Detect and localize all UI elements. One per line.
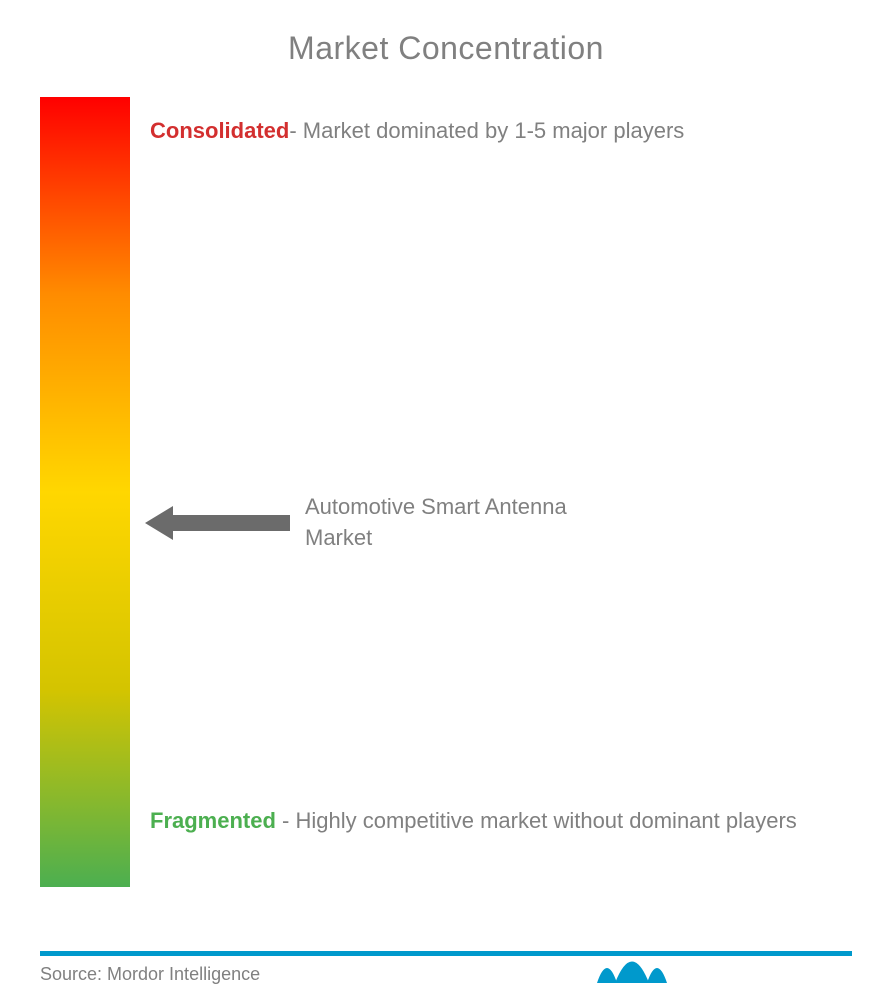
arrow-path (145, 506, 290, 540)
fragmented-description: - Highly competitive market without domi… (276, 808, 797, 833)
infographic-container: Market Concentration Consolidated- Marke… (0, 0, 892, 1005)
market-indicator: Automotive Smart Antenna Market (145, 492, 625, 554)
footer: Source: Mordor Intelligence (0, 951, 892, 985)
gradient-rect (40, 97, 130, 887)
gradient-scale-bar (40, 97, 130, 887)
mordor-logo-icon (597, 948, 667, 983)
arrow-icon (145, 506, 290, 540)
fragmented-section: Fragmented - Highly competitive market w… (150, 797, 832, 845)
footer-divider (40, 951, 852, 956)
consolidated-description: - Market dominated by 1-5 major players (289, 118, 684, 143)
page-title: Market Concentration (40, 30, 852, 67)
content-area: Consolidated- Market dominated by 1-5 ma… (40, 97, 852, 927)
indicator-label: Automotive Smart Antenna Market (305, 492, 625, 554)
fragmented-label: Fragmented (150, 808, 276, 833)
consolidated-label: Consolidated (150, 118, 289, 143)
source-attribution: Source: Mordor Intelligence (40, 964, 852, 985)
consolidated-section: Consolidated- Market dominated by 1-5 ma… (150, 107, 832, 155)
